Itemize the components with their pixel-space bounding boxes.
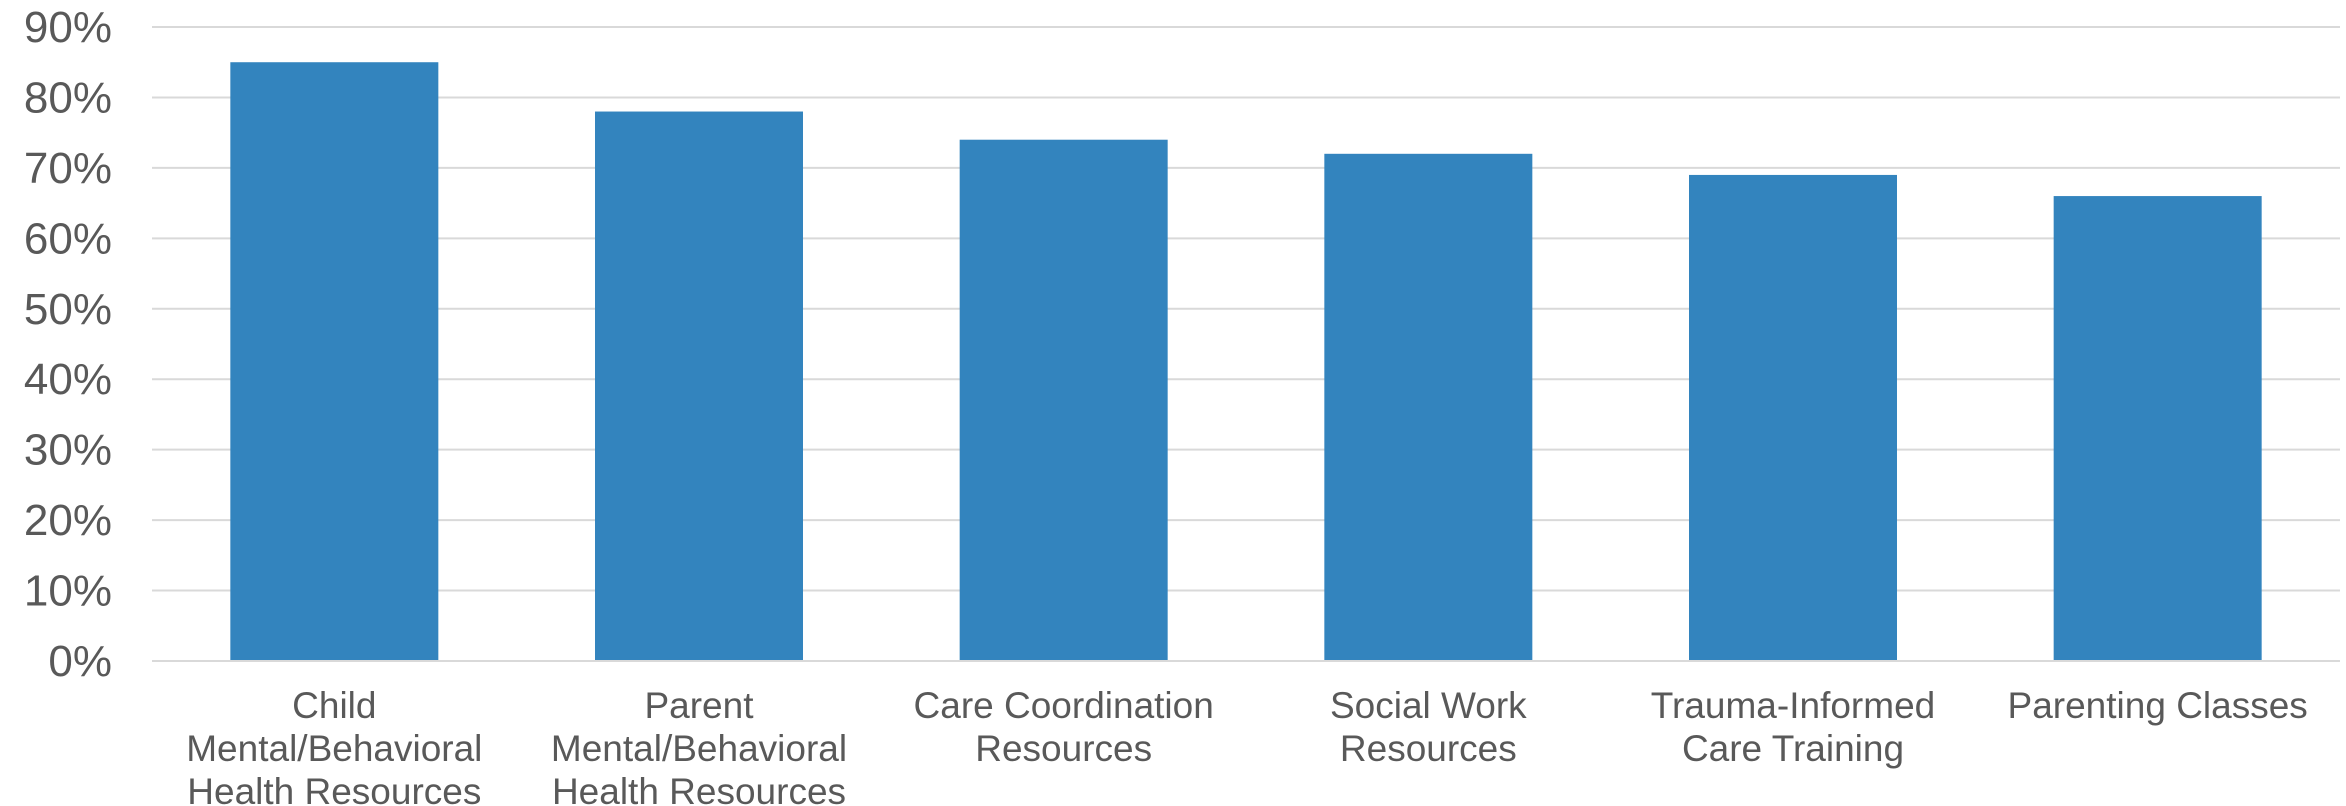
bar	[230, 62, 439, 661]
x-category-label-line: Parenting Classes	[2008, 685, 2308, 726]
x-category-label-line: Mental/Behavioral	[186, 728, 482, 769]
y-tick-label: 40%	[24, 355, 112, 404]
x-category-label-line: Health Resources	[187, 771, 481, 806]
gridlines	[152, 26, 2340, 592]
y-tick-label: 70%	[24, 144, 112, 193]
y-tick-label: 80%	[24, 73, 112, 122]
bar	[1689, 174, 1897, 661]
y-tick-label: 30%	[24, 426, 112, 475]
y-tick-label: 50%	[24, 285, 112, 334]
x-axis-category-labels: Child Mental/Behavioral Health ResourcesPa…	[186, 685, 2308, 806]
bar	[595, 111, 803, 662]
y-tick-label: 90%	[24, 3, 112, 52]
x-category-label-line: Resources	[1340, 728, 1517, 769]
x-category-label: Child Mental/Behavioral Health Resources	[186, 685, 482, 806]
x-category-label: Care Coordination Resources	[914, 685, 1214, 769]
x-category-label-line: Child	[292, 685, 376, 726]
y-tick-label: 10%	[24, 567, 112, 616]
y-axis-tick-labels: 0% 10% 20% 30% 40% 50% 60% 70% 80% 90%	[24, 3, 112, 686]
x-category-label-line: Parent	[644, 685, 754, 726]
x-category-label-line: Care Training	[1682, 728, 1904, 769]
x-category-label-line: Resources	[975, 728, 1152, 769]
y-tick-label: 60%	[24, 214, 112, 263]
x-category-label-line: Health Resources	[552, 771, 846, 806]
bar	[959, 139, 1168, 661]
bars	[230, 62, 2262, 662]
bar	[2053, 196, 2262, 662]
bar	[1324, 153, 1533, 662]
x-category-label-line: Trauma-Informed	[1651, 685, 1935, 726]
x-category-label: Trauma-Informed Care Training	[1651, 685, 1935, 769]
x-category-label-line: Mental/Behavioral	[551, 728, 847, 769]
x-category-label-line: Social Work	[1330, 685, 1527, 726]
y-tick-label: 20%	[24, 496, 112, 545]
x-category-label: Parent Mental/Behavioral Health Resources	[551, 685, 847, 806]
x-category-label-line: Care Coordination	[914, 685, 1214, 726]
x-category-label: Parenting Classes	[2008, 685, 2308, 726]
x-category-label: Social Work Resources	[1330, 685, 1527, 769]
y-tick-label: 0%	[48, 637, 112, 686]
